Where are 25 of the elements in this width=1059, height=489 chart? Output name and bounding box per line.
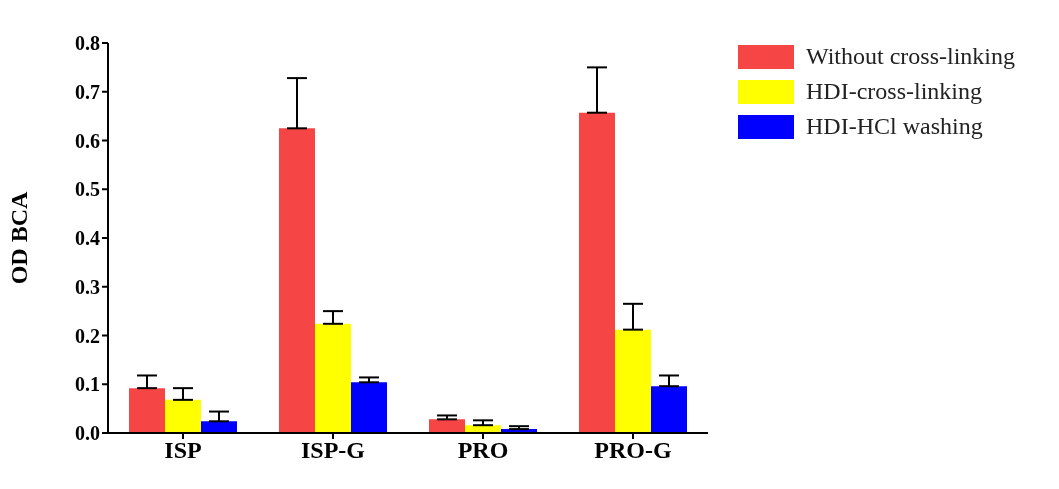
bar <box>279 128 315 433</box>
x-tick-label: PRO-G <box>594 437 672 464</box>
x-tick-label: ISP-G <box>300 437 366 464</box>
bar <box>615 329 651 433</box>
y-tick-label: 0.8 <box>75 32 100 55</box>
x-tick-label: ISP <box>164 437 202 464</box>
bar <box>651 386 687 433</box>
y-tick-label: 0.6 <box>75 129 100 152</box>
y-tick-label: 0.2 <box>75 324 100 347</box>
bar <box>129 388 165 433</box>
x-tick-label: PRO <box>457 437 509 464</box>
y-axis-title: OD BCA <box>5 191 32 285</box>
y-tick-label: 0.7 <box>75 80 100 103</box>
y-tick-label: 0.4 <box>75 227 100 250</box>
y-tick-label: 0.0 <box>75 422 100 445</box>
y-tick-label: 0.5 <box>75 178 100 201</box>
bar <box>351 382 387 433</box>
bar <box>165 399 201 433</box>
bar <box>315 323 351 433</box>
y-tick-label: 0.1 <box>75 373 100 396</box>
y-tick-label: 0.3 <box>75 275 100 298</box>
legend-label: HDI-cross-linking <box>806 78 982 105</box>
bar <box>579 112 615 433</box>
legend-label: HDI-HCl washing <box>806 113 983 140</box>
legend-label: Without cross-linking <box>806 43 1016 70</box>
